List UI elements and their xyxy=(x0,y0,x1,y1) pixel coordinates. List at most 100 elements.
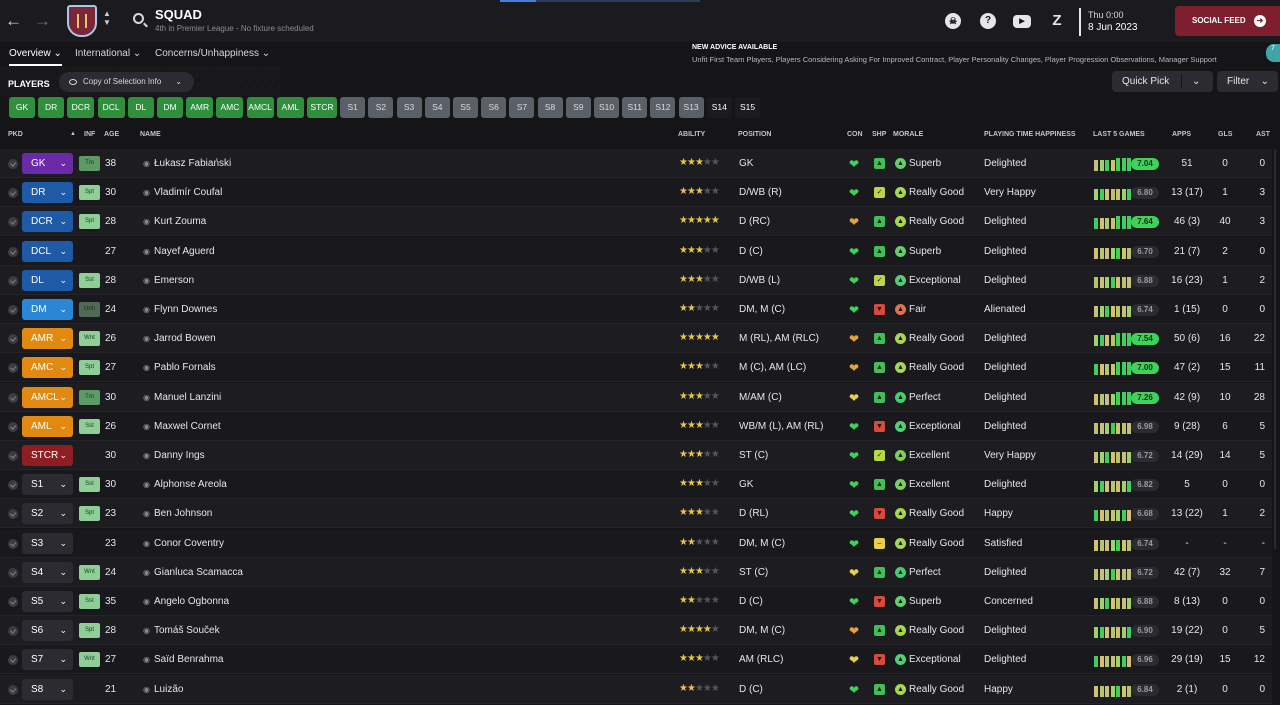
slot-selector[interactable]: S3 ⌄ xyxy=(22,532,73,554)
player-name-link[interactable]: ◉ Angelo Ogbonna xyxy=(143,596,229,607)
youtube-icon[interactable]: ▶ xyxy=(1013,15,1031,28)
col-last5[interactable]: LAST 5 GAMES xyxy=(1093,131,1145,138)
table-row[interactable]: S1 ⌄ Sst 30 ◉ Alphonse Areola ★★★★★ GK ❤ ▲ ▲ Excell… xyxy=(0,470,1272,500)
slot-selector[interactable]: S2 ⌄ xyxy=(22,503,73,525)
chip-dl[interactable]: DL xyxy=(127,97,154,118)
col-playing-time[interactable]: PLAYING TIME HAPPINESS xyxy=(984,131,1076,138)
pick-checkbox[interactable] xyxy=(8,188,18,199)
z-logo-icon[interactable]: Z xyxy=(1052,12,1062,29)
chip-dm[interactable]: DM xyxy=(157,97,183,118)
chip-s13[interactable]: S13 xyxy=(678,97,704,118)
slot-selector[interactable]: S4 ⌄ xyxy=(22,561,73,583)
col-con[interactable]: CON xyxy=(847,131,863,138)
chip-s10[interactable]: S10 xyxy=(594,97,619,118)
table-row[interactable]: DR ⌄ Spt 30 ◉ Vladimír Coufal ★★★★★ D/WB (R) ❤ ✓ ▲… xyxy=(0,178,1272,208)
pick-checkbox[interactable] xyxy=(8,363,18,374)
table-row[interactable]: S2 ⌄ Spt 23 ◉ Ben Johnson ★★★★★ D (RL) ❤ ▼ ▲ Really… xyxy=(0,499,1272,529)
pick-checkbox[interactable] xyxy=(8,509,18,520)
pick-checkbox[interactable] xyxy=(8,159,18,169)
pick-checkbox[interactable] xyxy=(8,567,18,578)
player-name-link[interactable]: ◉ Pablo Fornals xyxy=(143,362,216,373)
player-name-link[interactable]: ◉ Ben Johnson xyxy=(143,508,212,519)
chip-stcr[interactable]: STCR xyxy=(307,97,337,118)
chip-s4[interactable]: S4 xyxy=(424,97,450,118)
slot-selector[interactable]: GK ⌄ xyxy=(22,153,73,174)
pick-checkbox[interactable] xyxy=(8,305,18,315)
chip-dcl[interactable]: DCL xyxy=(97,97,125,118)
chevron-down-icon[interactable]: ⌄ xyxy=(1192,76,1201,87)
back-arrow-icon[interactable]: ← xyxy=(5,11,22,30)
col-position[interactable]: POSITION xyxy=(738,131,772,138)
player-name-link[interactable]: ◉ Nayef Aguerd xyxy=(143,246,215,257)
help-icon[interactable]: ? xyxy=(980,13,996,29)
chip-s5[interactable]: S5 xyxy=(453,97,478,118)
table-row[interactable]: S7 ⌄ Wnt 27 ◉ Saïd Benrahma ★★★★★ AM (RLC) ❤ ▼ ▲ Ex… xyxy=(0,645,1272,675)
player-name-link[interactable]: ◉ Emerson xyxy=(143,275,194,286)
chip-amcl[interactable]: AMCL xyxy=(246,97,274,118)
col-name[interactable]: NAME xyxy=(140,131,161,138)
game-date[interactable]: 8 Jun 2023 xyxy=(1088,22,1138,33)
skull-icon[interactable]: ☠ xyxy=(945,13,961,29)
slot-selector[interactable]: DM ⌄ xyxy=(22,299,73,320)
pick-checkbox[interactable] xyxy=(8,334,18,345)
slot-selector[interactable]: DR ⌄ xyxy=(22,182,73,204)
chip-s14[interactable]: S14 xyxy=(706,97,732,118)
notification-badge[interactable]: 7 xyxy=(1266,44,1280,62)
chip-s3[interactable]: S3 xyxy=(396,97,422,118)
chip-s9[interactable]: S9 xyxy=(565,97,591,118)
chip-s12[interactable]: S12 xyxy=(650,97,676,118)
slot-selector[interactable]: AMR ⌄ xyxy=(22,328,73,350)
col-shp[interactable]: SHP xyxy=(872,131,887,138)
sort-asc-icon[interactable]: ▲ xyxy=(70,131,76,137)
table-row[interactable]: DM ⌄ Unh 24 ◉ Flynn Downes ★★★★★ DM, M (C) ❤ ▼ ▲ Fa… xyxy=(0,295,1272,324)
table-row[interactable]: DCL ⌄ 27 ◉ Nayef Aguerd ★★★★★ D (C) ❤ ▲ ▲ Superb De… xyxy=(0,236,1272,266)
player-name-link[interactable]: ◉ Tomáš Souček xyxy=(143,625,220,636)
slot-selector[interactable]: S1 ⌄ xyxy=(22,474,73,496)
search-icon[interactable] xyxy=(133,13,144,24)
pick-checkbox[interactable] xyxy=(8,275,18,286)
col-inf[interactable]: INF xyxy=(84,131,96,138)
table-row[interactable]: S4 ⌄ Wnt 24 ◉ Gianluca Scamacca ★★★★★ ST (C) ❤ ▲ ▲… xyxy=(0,557,1272,587)
player-name-link[interactable]: ◉ Manuel Lanzini xyxy=(143,392,221,403)
chip-amr[interactable]: AMR xyxy=(186,97,214,118)
pick-checkbox[interactable] xyxy=(8,626,18,637)
col-gls[interactable]: GLS xyxy=(1218,131,1233,138)
player-name-link[interactable]: ◉ Flynn Downes xyxy=(143,304,217,315)
table-row[interactable]: S3 ⌄ 23 ◉ Conor Coventry ★★★★★ DM, M (C) ❤ – ▲ Rea… xyxy=(0,528,1272,558)
chip-s2[interactable]: S2 xyxy=(368,97,394,118)
club-switch-icon[interactable]: ▲ ▼ xyxy=(103,9,111,27)
chip-s15[interactable]: S15 xyxy=(735,97,760,118)
table-row[interactable]: AMC ⌄ Spt 27 ◉ Pablo Fornals ★★★★★ M (C), AM (L… xyxy=(0,353,1272,383)
player-name-link[interactable]: ◉ Luizão xyxy=(143,684,183,695)
chip-s11[interactable]: S11 xyxy=(622,97,648,118)
pick-checkbox[interactable] xyxy=(8,480,18,491)
pick-checkbox[interactable] xyxy=(8,217,18,228)
table-row[interactable]: S6 ⌄ Spt 28 ◉ Tomáš Souček ★★★★★ DM, M (C) ❤ ▲ ▲ Re… xyxy=(0,616,1272,646)
slot-selector[interactable]: AMC ⌄ xyxy=(22,357,73,379)
table-row[interactable]: AMCL ⌄ Tm 30 ◉ Manuel Lanzini ★★★★★ M/AM (C) ❤ ▲ ▲… xyxy=(0,382,1272,412)
col-ability[interactable]: ABILITY xyxy=(678,131,706,138)
chip-gk[interactable]: GK xyxy=(9,97,35,118)
chip-s1[interactable]: S1 xyxy=(340,97,366,118)
slot-selector[interactable]: AMCL ⌄ xyxy=(22,386,73,408)
slot-selector[interactable]: S5 ⌄ xyxy=(22,591,73,612)
slot-selector[interactable]: DCR ⌄ xyxy=(22,211,73,233)
table-row[interactable]: S5 ⌄ Sst 35 ◉ Angelo Ogbonna ★★★★★ D (C) ❤ ▼ ▲ Supe… xyxy=(0,587,1272,616)
table-row[interactable]: S8 ⌄ 21 ◉ Luizão ★★★★★ D (C) ❤ ▲ ▲ Really Good Happ… xyxy=(0,674,1272,704)
pick-checkbox[interactable] xyxy=(8,392,18,403)
chip-s7[interactable]: S7 xyxy=(509,97,535,118)
pick-checkbox[interactable] xyxy=(8,655,18,666)
pick-checkbox[interactable] xyxy=(8,684,18,695)
player-name-link[interactable]: ◉ Kurt Zouma xyxy=(143,216,206,227)
col-morale[interactable]: MORALE xyxy=(893,131,924,138)
tab-concerns[interactable]: Concerns/Unhappiness ⌄ xyxy=(155,48,270,59)
col-ast[interactable]: AST xyxy=(1256,131,1270,138)
player-name-link[interactable]: ◉ Maxwel Cornet xyxy=(143,421,221,432)
club-crest-icon[interactable] xyxy=(67,5,97,37)
advice-title[interactable]: NEW ADVICE AVAILABLE xyxy=(692,44,778,51)
player-name-link[interactable]: ◉ Łukasz Fabiański xyxy=(143,158,231,169)
table-row[interactable]: AMR ⌄ Wnt 26 ◉ Jarrod Bowen ★★★★★ M (RL), AM (R… xyxy=(0,324,1272,354)
tab-international[interactable]: International ⌄ xyxy=(75,48,141,59)
chip-s6[interactable]: S6 xyxy=(481,97,507,118)
table-row[interactable]: DL ⌄ Sst 28 ◉ Emerson ★★★★★ D/WB (L) ❤ ✓ ▲ Exceptio… xyxy=(0,265,1272,295)
